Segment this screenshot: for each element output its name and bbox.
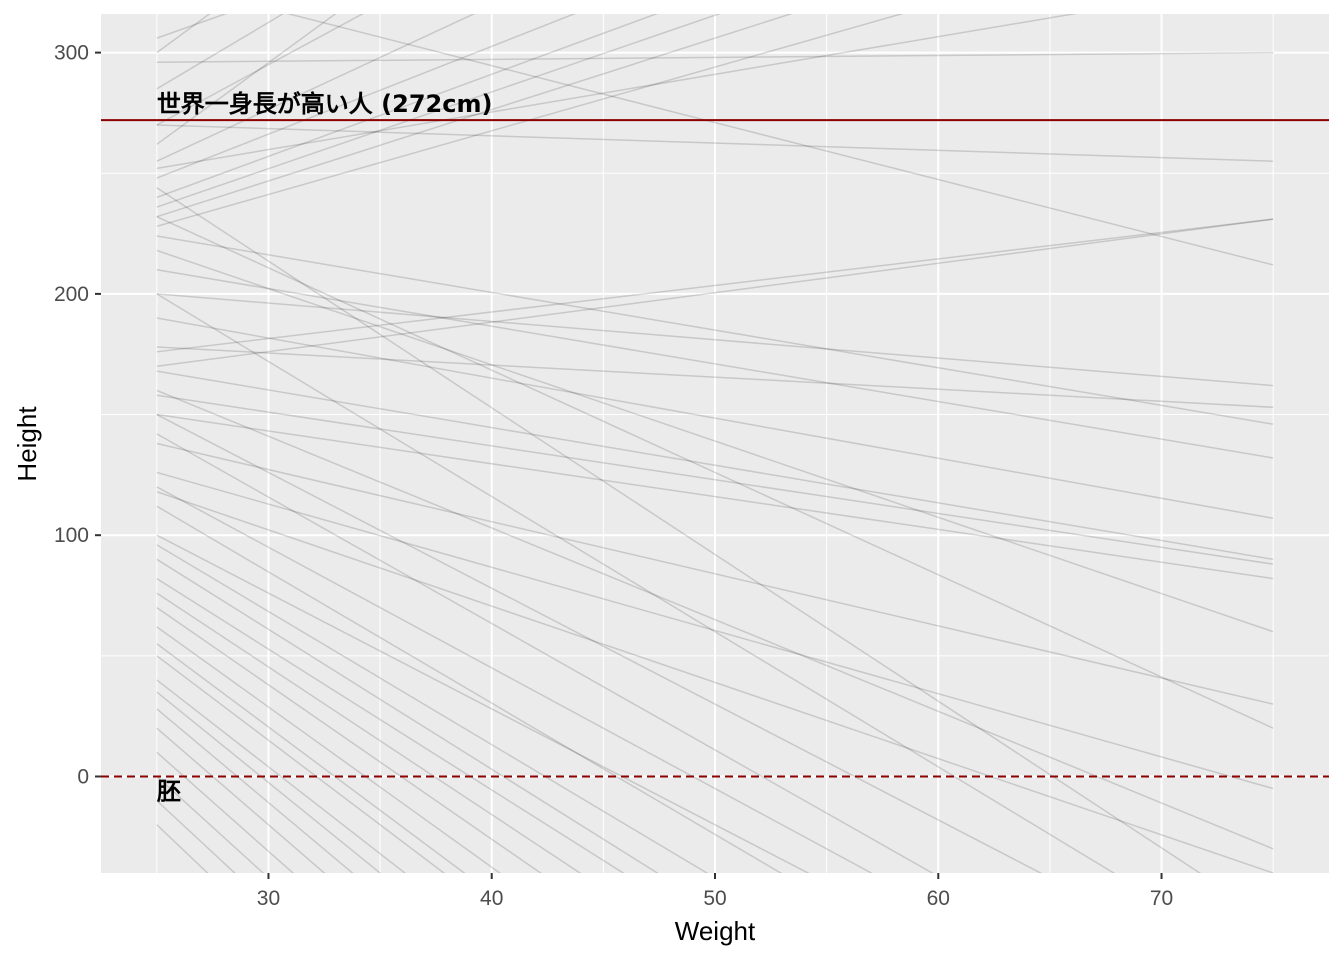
prior-curve: [156, 216, 1274, 729]
prior-curve: [156, 346, 1274, 409]
prior-curve: [156, 389, 1274, 850]
prior-curve: [156, 606, 542, 873]
prior-curve: [156, 505, 783, 873]
prior-curve: [156, 471, 1274, 790]
prior-curve: [156, 51, 1274, 64]
prior-curve: [156, 14, 1078, 170]
reference-label: 世界一身長が高い人 (272cm): [157, 90, 493, 118]
prior-curve: [156, 124, 1274, 162]
prior-curve: [156, 14, 793, 218]
x-tick-label: 50: [703, 887, 726, 910]
prior-curve: [156, 643, 466, 873]
prior-curve: [156, 14, 364, 126]
prior-curve: [156, 534, 810, 873]
prior-curve: [156, 708, 354, 873]
x-axis-title: Weight: [675, 916, 756, 946]
prior-curve: [156, 235, 1274, 425]
prior-curve: [156, 558, 659, 873]
prior-curve: [156, 394, 1274, 565]
y-tick-label: 300: [54, 42, 89, 65]
prior-curve: [156, 544, 709, 873]
axis-ticks: 30 40 50 60 70 0 100 200 300: [54, 42, 1173, 910]
prior-curve: [156, 577, 625, 873]
prior-curve: [156, 218, 1274, 353]
prior-curve: [156, 187, 1202, 873]
y-tick-label: 200: [54, 283, 89, 306]
prior-curve: [156, 293, 1116, 873]
prior-curve: [157, 0, 1273, 9]
prior-curve: [156, 626, 502, 873]
x-tick-label: 30: [257, 887, 280, 910]
prior-curve: [156, 14, 476, 162]
x-tick-label: 40: [480, 887, 503, 910]
prior-curve: [156, 249, 1274, 633]
x-tick-label: 60: [927, 887, 950, 910]
prior-curve: [156, 370, 1274, 561]
prior-curve: [156, 679, 407, 873]
prior-curve: [156, 413, 1274, 580]
prior-curve: [156, 317, 1274, 520]
y-axis-title: Height: [12, 406, 42, 482]
prior-curve: [156, 491, 1274, 873]
prior-curve: [156, 655, 446, 873]
prior-curve: [286, 14, 1274, 266]
prior-curve: [156, 433, 934, 873]
prior-curve: [156, 218, 1274, 368]
prior-curve: [156, 293, 1274, 387]
curve-group: [156, 0, 1274, 873]
reference-label: 胚: [156, 777, 181, 805]
prior-curve: [156, 486, 873, 873]
prior-curve: [156, 14, 659, 199]
prior-curve: [156, 691, 382, 873]
prior-curve: [156, 413, 1043, 873]
minor-grid: [101, 14, 1329, 873]
prior-curve: [156, 14, 576, 179]
y-tick-label: 100: [54, 524, 89, 547]
prior-curve: [156, 14, 904, 228]
prior-curve: [156, 269, 1274, 459]
y-tick-label: 0: [77, 765, 89, 788]
annotations: 世界一身長が高い人 (272cm) 胚: [156, 90, 493, 805]
x-tick-label: 70: [1150, 887, 1173, 910]
prior-curve: [156, 442, 1274, 705]
prior-curve: [156, 592, 582, 873]
prior-curve: [156, 14, 721, 208]
reference-lines: [101, 119, 1329, 778]
